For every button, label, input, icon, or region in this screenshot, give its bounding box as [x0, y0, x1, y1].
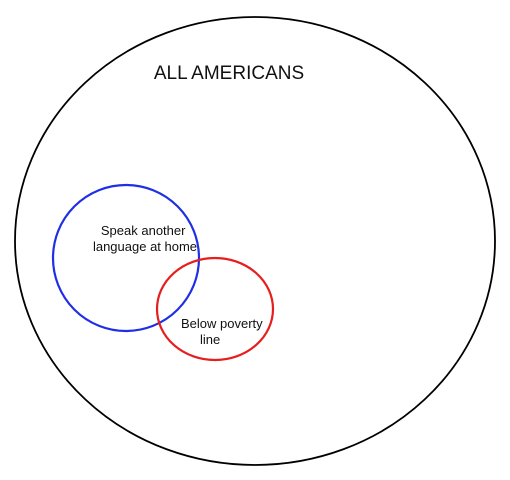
speak-another-language-circle [51, 183, 201, 333]
below-poverty-line-2: line [200, 332, 220, 347]
below-poverty-circle [155, 256, 275, 362]
all-americans-label: ALL AMERICANS [154, 63, 304, 84]
below-poverty-label: Below poverty line [181, 316, 266, 347]
speak-another-language-line-2: language at home [93, 239, 197, 254]
all-americans-circle [14, 16, 496, 466]
speak-another-language-label: Speak another language at home [93, 223, 197, 254]
speak-another-language-line-1: Speak another [101, 223, 186, 238]
below-poverty-line-1: Below poverty [181, 316, 263, 331]
